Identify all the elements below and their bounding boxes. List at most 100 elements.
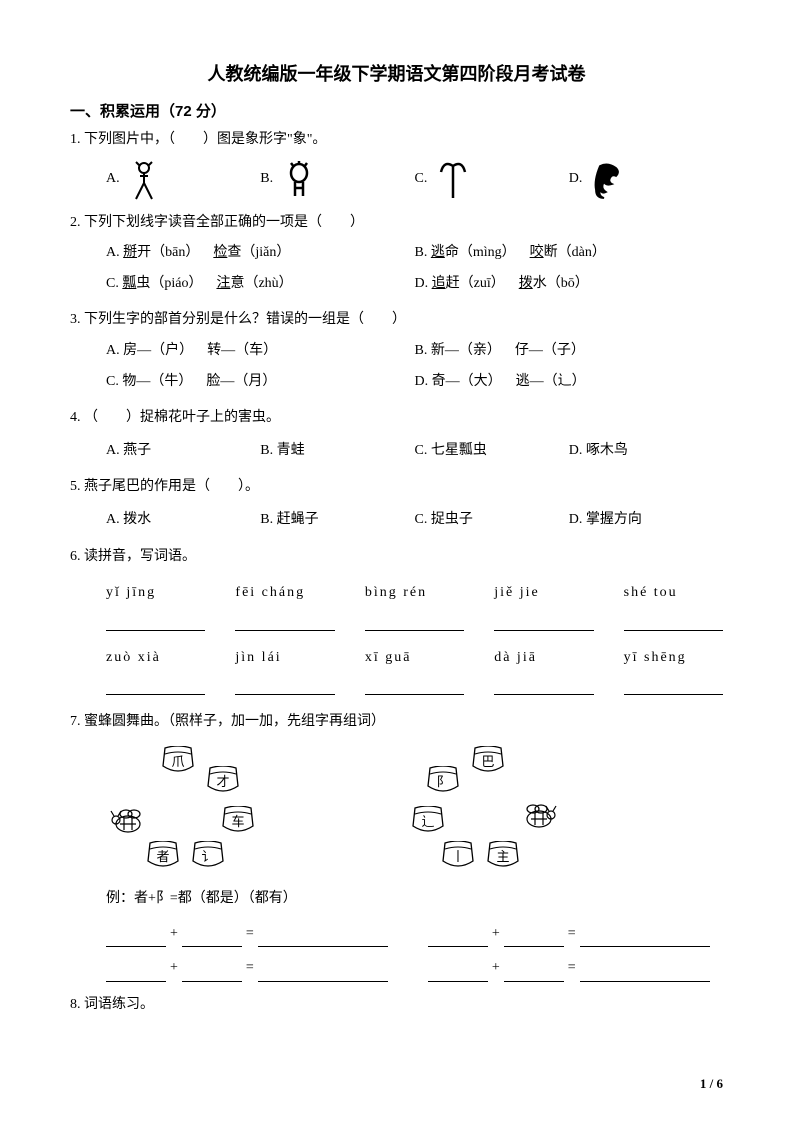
pinyin-cell: yǐ jīng	[106, 580, 205, 607]
q2-c2: 注	[216, 276, 230, 291]
question-5: 5. 燕子尾巴的作用是（ ）。 A. 拨水 B. 赶蝇子 C. 捉虫子 D. 掌…	[70, 474, 723, 533]
bee-diagram-left: 爪 才 车 讠 者	[106, 746, 276, 876]
honeycomb-char: 辶	[421, 810, 434, 835]
opt-text: C. 捉虫子	[415, 507, 473, 534]
question-8: 8. 词语练习。	[70, 992, 723, 1019]
q3-d1: 奇—（大）	[432, 374, 502, 389]
honeycomb-char: 讠	[201, 845, 214, 870]
q4-opt-b: B. 青蛙	[260, 438, 414, 465]
answer-blank[interactable]	[235, 677, 334, 695]
question-3: 3. 下列生字的部首分别是什么？错误的一组是（ ） A. 房—（户） 转—（车）…	[70, 307, 723, 395]
equation-blank[interactable]: +=	[428, 921, 710, 948]
answer-blank[interactable]	[494, 613, 593, 631]
pictograph-icon	[283, 160, 315, 200]
q2-d2b: 水（bō）	[533, 276, 589, 291]
q5-stem: 5. 燕子尾巴的作用是（ ）。	[70, 474, 723, 501]
pictograph-icon	[130, 160, 162, 200]
q2-a2: 检	[213, 245, 227, 260]
pictograph-icon	[592, 160, 624, 200]
opt-text: D. 掌握方向	[569, 507, 642, 534]
question-7: 7. 蜜蜂圆舞曲。（照样子，加一加，先组字再组词） 爪 才 车 讠 者 巴 阝 …	[70, 709, 723, 981]
q1-opt-b: B.	[260, 160, 414, 200]
q6-stem: 6. 读拼音，写词语。	[70, 544, 723, 571]
honeycomb-cell: 辶	[411, 806, 445, 836]
q2-opt-d: D. 追赶（zuī） 拨水（bō）	[415, 271, 589, 298]
q7-example: 例：者+阝=都（都是）（都有）	[70, 886, 723, 913]
equals-sign: =	[246, 955, 254, 982]
q4-opt-c: C. 七星瓢虫	[415, 438, 569, 465]
pinyin-cell: xī guā	[365, 645, 464, 672]
opt-text: D. 啄木鸟	[569, 438, 628, 465]
q4-stem: 4. （ ）捉棉花叶子上的害虫。	[70, 405, 723, 432]
q3-opt-a: A. 房—（户） 转—（车）	[106, 338, 277, 365]
q2-a1b: 开（bān）	[137, 245, 199, 260]
opt-label: B.	[415, 245, 428, 260]
equation-blank[interactable]: +=	[428, 955, 710, 982]
answer-blank[interactable]	[494, 677, 593, 695]
pinyin-cell: zuò xià	[106, 645, 205, 672]
opt-text: B. 青蛙	[260, 438, 304, 465]
opt-label: C.	[106, 374, 119, 389]
opt-label: D.	[569, 166, 583, 193]
honeycomb-char: 丨	[451, 845, 464, 870]
answer-blank[interactable]	[106, 613, 205, 631]
page-number: 1 / 6	[700, 1076, 723, 1092]
honeycomb-char: 车	[231, 810, 244, 835]
honeycomb-cell: 爪	[161, 746, 195, 776]
answer-blank[interactable]	[365, 677, 464, 695]
honeycomb-char: 爪	[171, 750, 184, 775]
opt-text: A. 拨水	[106, 507, 151, 534]
equals-sign: =	[568, 921, 576, 948]
equals-sign: =	[246, 921, 254, 948]
q2-c1b: 虫（piáo）	[136, 276, 202, 291]
plus-sign: +	[170, 955, 178, 982]
equals-sign: =	[568, 955, 576, 982]
honeycomb-cell: 讠	[191, 841, 225, 871]
question-4: 4. （ ）捉棉花叶子上的害虫。 A. 燕子 B. 青蛙 C. 七星瓢虫 D. …	[70, 405, 723, 464]
q2-opt-a: A. 掰开（bān） 检查（jiǎn）	[106, 240, 290, 267]
answer-blank[interactable]	[365, 613, 464, 631]
q2-a2b: 查（jiǎn）	[227, 245, 290, 260]
opt-label: B.	[260, 166, 273, 193]
q3-c2: 脸—（月）	[206, 369, 276, 396]
q2-b2b: 断（dàn）	[544, 245, 606, 260]
honeycomb-char: 者	[156, 845, 169, 870]
q3-a2: 转—（车）	[207, 338, 277, 365]
q2-opt-c: C. 瓢虫（piáo） 注意（zhù）	[106, 271, 293, 298]
blank-row-1	[106, 613, 723, 631]
q2-stem: 2. 下列下划线字读音全部正确的一项是（ ）	[70, 210, 723, 237]
honeycomb-char: 巴	[481, 750, 494, 775]
honeycomb-cell: 阝	[426, 766, 460, 796]
q3-c1: 物—（牛）	[122, 374, 192, 389]
q1-opt-c: C.	[415, 160, 569, 200]
honeycomb-char: 才	[216, 770, 229, 795]
honeycomb-cell: 才	[206, 766, 240, 796]
answer-blank[interactable]	[106, 677, 205, 695]
q3-opt-c: C. 物—（牛） 脸—（月）	[106, 369, 276, 396]
opt-label: C.	[106, 276, 119, 291]
page-title: 人教统编版一年级下学期语文第四阶段月考试卷	[70, 60, 723, 86]
answer-blank[interactable]	[624, 677, 723, 695]
q3-b1: 新—（亲）	[431, 343, 501, 358]
q2-b1: 逃	[431, 245, 445, 260]
section-header: 一、积累运用（72 分）	[70, 100, 723, 121]
honeycomb-cell: 者	[146, 841, 180, 871]
opt-label: D.	[415, 276, 429, 291]
q2-d1: 追	[432, 276, 446, 291]
answer-blank[interactable]	[235, 613, 334, 631]
q3-opt-d: D. 奇—（大） 逃—（辶）	[415, 369, 586, 396]
opt-text: C. 七星瓢虫	[415, 438, 487, 465]
opt-label: D.	[415, 374, 429, 389]
q2-opt-b: B. 逃命（mìng） 咬断（dàn）	[415, 240, 606, 267]
pinyin-cell: shé tou	[624, 580, 723, 607]
honeycomb-char: 阝	[436, 770, 449, 795]
q1-options: A. B. C. D.	[70, 160, 723, 200]
opt-label: A.	[106, 343, 120, 358]
honeycomb-char: 主	[496, 845, 509, 870]
answer-blank[interactable]	[624, 613, 723, 631]
blank-row-2	[106, 677, 723, 695]
q4-opt-a: A. 燕子	[106, 438, 260, 465]
q3-stem: 3. 下列生字的部首分别是什么？错误的一组是（ ）	[70, 307, 723, 334]
equation-blank[interactable]: +=	[106, 921, 388, 948]
equation-blank[interactable]: +=	[106, 955, 388, 982]
